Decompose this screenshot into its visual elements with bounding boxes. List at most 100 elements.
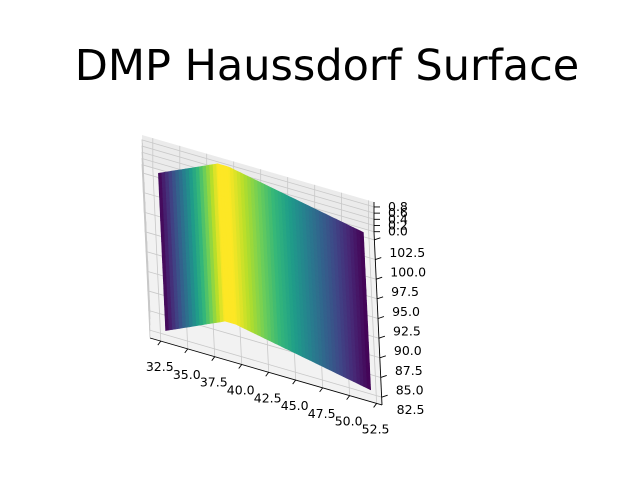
surface-facet bbox=[166, 281, 171, 289]
surface-facet bbox=[169, 191, 174, 199]
surface-facet bbox=[189, 257, 194, 264]
surface-facet bbox=[178, 174, 184, 181]
surface-facet bbox=[215, 300, 220, 308]
surface-facet bbox=[212, 237, 217, 245]
surface-facet bbox=[161, 240, 166, 247]
surface-facet bbox=[202, 239, 207, 246]
surface-facet bbox=[168, 244, 173, 252]
surface-facet bbox=[216, 311, 221, 318]
surface-facet bbox=[185, 247, 190, 254]
surface-facet bbox=[197, 282, 202, 289]
surface-facet bbox=[182, 184, 187, 191]
surface-facet bbox=[208, 296, 213, 303]
surface-facet bbox=[201, 213, 206, 220]
surface-facet bbox=[170, 286, 175, 294]
x-tick-mark bbox=[319, 387, 324, 393]
surface-facet bbox=[214, 274, 219, 281]
surface-facet bbox=[180, 216, 185, 223]
y-tick-mark bbox=[374, 237, 381, 241]
surface-facet bbox=[216, 242, 221, 249]
surface-facet bbox=[182, 321, 187, 329]
surface-facet bbox=[216, 316, 221, 323]
surface-facet bbox=[178, 248, 183, 255]
surface-facet bbox=[205, 164, 211, 172]
surface-facet bbox=[179, 264, 184, 271]
surface-facet bbox=[197, 277, 202, 284]
surface-facet bbox=[203, 191, 208, 198]
surface-facet bbox=[202, 228, 207, 236]
surface-facet bbox=[191, 225, 196, 232]
surface-facet bbox=[182, 168, 187, 175]
surface-facet bbox=[182, 263, 188, 270]
surface-facet bbox=[213, 184, 218, 192]
surface-facet bbox=[209, 248, 214, 256]
surface-facet bbox=[207, 201, 212, 208]
surface-facet bbox=[191, 304, 196, 311]
surface-facet bbox=[159, 203, 164, 211]
surface-facet bbox=[175, 185, 181, 192]
surface-facet bbox=[211, 290, 216, 298]
surface-facet bbox=[173, 286, 178, 293]
surface-facet bbox=[213, 174, 218, 181]
surface-facet bbox=[214, 279, 219, 287]
tick-labels: 32.535.037.540.042.545.047.550.052.5 82.5… bbox=[146, 199, 426, 436]
surface-facet bbox=[215, 290, 220, 297]
surface-facet bbox=[166, 208, 171, 215]
surface-facet bbox=[214, 205, 219, 213]
surface-facet bbox=[193, 198, 198, 205]
x-tick-mark bbox=[265, 372, 270, 377]
surface-facet bbox=[214, 284, 220, 292]
surface-facet bbox=[213, 263, 219, 271]
y-tick-label: 102.5 bbox=[389, 245, 425, 260]
y-tick-label: 87.5 bbox=[395, 363, 423, 378]
z-tick-label: 0.2 bbox=[388, 218, 408, 233]
surface-facet bbox=[159, 193, 164, 200]
surface-facet bbox=[177, 285, 182, 293]
surface-facet bbox=[192, 251, 197, 258]
surface-facet bbox=[192, 172, 197, 179]
surface-facet bbox=[207, 264, 212, 272]
surface-facet bbox=[204, 281, 209, 288]
surface-facet bbox=[195, 171, 201, 179]
surface-facet bbox=[219, 299, 224, 307]
surface-facet bbox=[206, 185, 212, 193]
surface-facet bbox=[167, 218, 172, 225]
surface-facet bbox=[195, 235, 200, 242]
surface-facet bbox=[161, 235, 166, 242]
surface-facet bbox=[217, 273, 223, 281]
surface-facet bbox=[185, 252, 191, 259]
surface-facet bbox=[163, 292, 168, 300]
surface-facet bbox=[199, 250, 204, 257]
surface-facet bbox=[210, 269, 215, 277]
surface-facet bbox=[165, 187, 170, 194]
surface-facet bbox=[164, 245, 170, 252]
surface-facet bbox=[176, 280, 182, 287]
surface-facet bbox=[192, 256, 198, 264]
x-axis-line bbox=[149, 337, 383, 406]
surface-facet bbox=[218, 289, 223, 296]
surface-facet bbox=[178, 311, 183, 319]
surface-facet bbox=[194, 298, 200, 306]
surface-facet bbox=[167, 292, 172, 299]
surface-facet bbox=[195, 314, 200, 321]
surface-facet bbox=[194, 224, 200, 232]
surface-facet bbox=[158, 172, 163, 179]
surface-facet bbox=[195, 240, 200, 247]
surface-facet bbox=[161, 171, 166, 179]
surface-facet bbox=[207, 191, 212, 198]
surface-facet bbox=[164, 319, 170, 326]
surface-facet bbox=[201, 286, 206, 294]
y-tick-mark bbox=[376, 276, 383, 280]
surface-facet bbox=[196, 182, 201, 189]
surface-facet bbox=[210, 259, 215, 266]
grid-line-z bbox=[141, 139, 375, 313]
surface-facet bbox=[211, 274, 216, 282]
surface-facet bbox=[175, 169, 180, 177]
surface-facet bbox=[187, 278, 192, 286]
surface-facet bbox=[206, 180, 211, 187]
surface-facet bbox=[176, 195, 181, 203]
surface-facet bbox=[183, 273, 188, 281]
surface-facet bbox=[185, 173, 190, 180]
surface-facet bbox=[171, 228, 176, 235]
surface-facet bbox=[199, 318, 204, 326]
